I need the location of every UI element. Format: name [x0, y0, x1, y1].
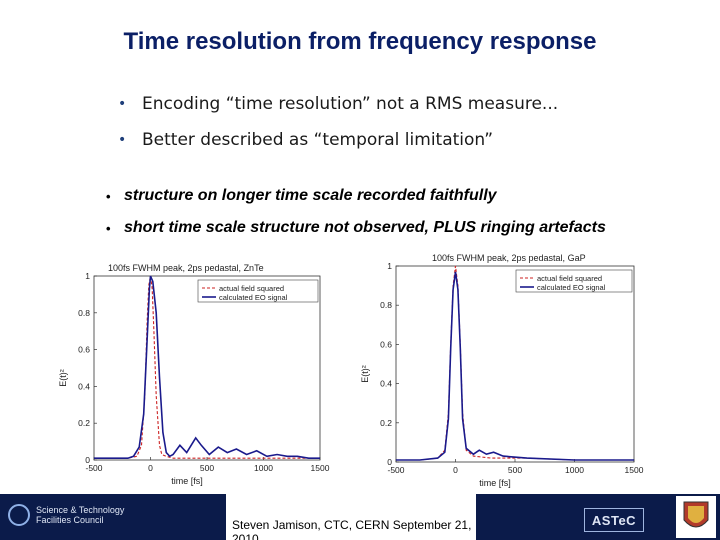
y-tick-label: 0.2	[380, 418, 392, 428]
x-tick-label: 1000	[254, 463, 273, 473]
x-axis-label: time [fs]	[171, 476, 203, 486]
plot-area	[395, 265, 635, 463]
y-axis-label: E(t)²	[360, 365, 370, 383]
y-tick-label: 0.2	[78, 418, 90, 428]
y-tick-label: 0	[387, 457, 392, 467]
chart-znte: 100fs FWHM peak, 2ps pedastal, ZnTe -500 0…	[48, 252, 338, 492]
y-tick-label: 0.8	[78, 308, 90, 318]
x-tick-label: 500	[200, 463, 214, 473]
series-line-eo-signal	[396, 271, 634, 461]
bullet-list-top: • Encoding “time resolution” not a RMS m…	[118, 86, 558, 158]
bullet-item: • structure on longer time scale recorde…	[106, 180, 606, 212]
org-line-2: Facilities Council	[36, 515, 104, 525]
legend-label: calculated EO signal	[537, 283, 606, 292]
stfc-logo-text: Science & Technology Facilities Council	[36, 505, 124, 525]
bullet-glyph: •	[106, 188, 111, 204]
series-line-actual-field	[94, 275, 320, 459]
x-tick-label: 1000	[565, 465, 584, 475]
y-tick-label: 0.6	[380, 339, 392, 349]
legend-box	[197, 279, 319, 303]
x-axis-label: time [fs]	[479, 478, 511, 488]
bullet-item: • Encoding “time resolution” not a RMS m…	[118, 86, 558, 122]
chart-znte-svg: 100fs FWHM peak, 2ps pedastal, ZnTe-500 0…	[58, 263, 330, 486]
slide-title: Time resolution from frequency response	[123, 28, 597, 55]
x-tick-label: 500	[508, 465, 522, 475]
bullet-item: • short time scale structure not observe…	[106, 212, 606, 244]
legend-label: calculated EO signal	[219, 293, 288, 302]
x-tick-label: 0	[148, 463, 153, 473]
bullet-text: Better described as “temporal limitation…	[142, 130, 494, 150]
y-tick-label: 0.6	[78, 345, 90, 355]
y-tick-label: 1	[85, 271, 90, 281]
astec-logo: ASTeC	[584, 508, 644, 532]
legend-label: actual field squared	[219, 284, 284, 293]
y-tick-label: 0.8	[380, 300, 392, 310]
chart-title: 100fs FWHM peak, 2ps pedastal, GaP	[432, 253, 586, 263]
y-tick-label: 0.4	[78, 381, 90, 391]
series-line-eo-signal	[94, 275, 320, 459]
y-tick-label: 0.4	[380, 379, 392, 389]
footer-caption: Steven Jamison, CTC, CERN September 21, …	[226, 494, 476, 540]
bullet-item: • Better described as “temporal limitati…	[118, 122, 558, 158]
x-tick-label: -500	[387, 465, 404, 475]
plot-area	[93, 275, 321, 461]
y-axis-label: E(t)²	[58, 369, 68, 387]
legend-label: actual field squared	[537, 274, 602, 283]
chart-gap: 100fs FWHM peak, 2ps pedastal, GaP -500 0 5…	[360, 252, 660, 492]
bullet-list-bottom: • structure on longer time scale recorde…	[106, 180, 606, 244]
bullet-glyph: •	[118, 96, 127, 112]
bullet-text: short time scale structure not observed,…	[124, 219, 606, 236]
legend-box	[515, 269, 633, 293]
bullet-text: Encoding “time resolution” not a RMS mea…	[142, 94, 559, 114]
chart-title: 100fs FWHM peak, 2ps pedastal, ZnTe	[108, 263, 264, 273]
bullet-text: structure on longer time scale recorded …	[124, 187, 497, 204]
y-tick-label: 0	[85, 455, 90, 465]
stfc-logo-icon	[8, 504, 30, 526]
org-line-1: Science & Technology	[36, 505, 125, 515]
chart-gap-svg: 100fs FWHM peak, 2ps pedastal, GaP-500 0 5…	[360, 253, 644, 488]
stfc-logo: Science & Technology Facilities Council	[8, 504, 124, 526]
university-crest-icon	[676, 496, 716, 538]
x-tick-label: 1500	[311, 463, 330, 473]
bullet-glyph: •	[106, 220, 111, 236]
bullet-glyph: •	[118, 132, 127, 148]
x-tick-label: 1500	[625, 465, 644, 475]
x-tick-label: -500	[85, 463, 102, 473]
y-tick-label: 1	[387, 261, 392, 271]
x-tick-label: 0	[453, 465, 458, 475]
